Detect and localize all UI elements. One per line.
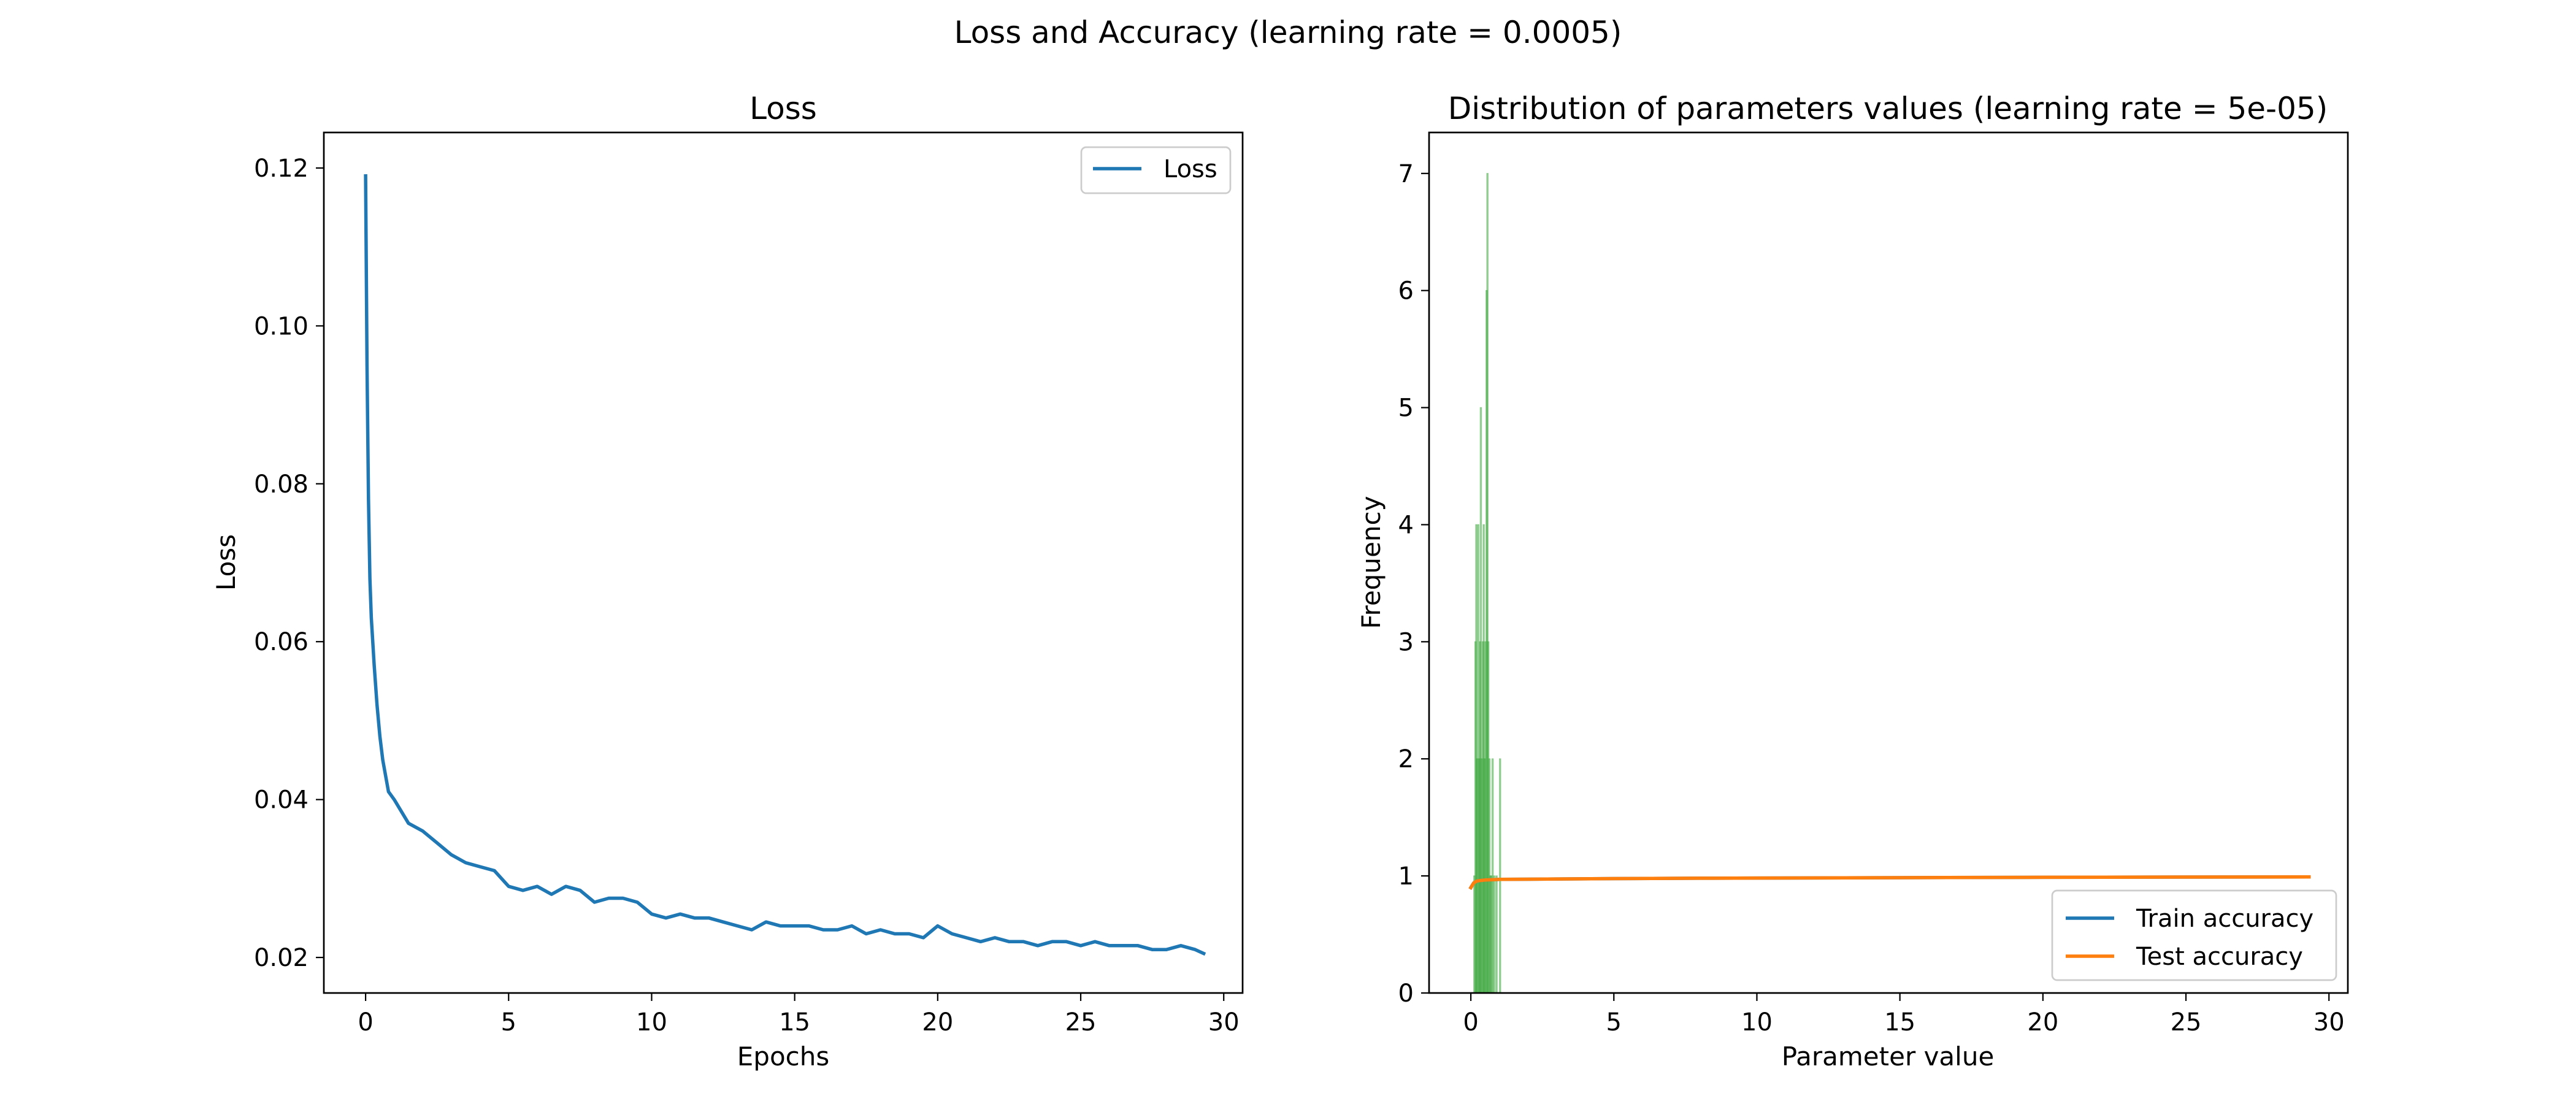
loss-plot-area — [364, 174, 1206, 956]
distribution-x-tick-label-15: 15 — [1884, 1008, 1915, 1037]
loss-y-tick-label-2: 0.06 — [254, 628, 309, 656]
histogram-bar-21 — [1495, 875, 1498, 994]
loss-x-tick-label-30: 30 — [1208, 1008, 1240, 1037]
loss-y-tick-label-3: 0.08 — [254, 470, 309, 499]
distribution-x-tick-label-25: 25 — [2171, 1008, 2202, 1037]
loss-legend: Loss — [1080, 146, 1232, 194]
loss-x-tick-label-0: 0 — [358, 1008, 373, 1037]
distribution-y-tick-label-0: 0 — [1398, 979, 1414, 1008]
loss-x-tick-label-20: 20 — [922, 1008, 953, 1037]
loss-y-ticks: 0.02 0.04 0.06 0.08 0.10 0.12 — [254, 155, 324, 972]
loss-x-tick-label-10: 10 — [636, 1008, 667, 1037]
loss-axes-title: Loss — [749, 91, 817, 126]
accuracy-legend-frame — [2051, 889, 2337, 981]
distribution-y-tick-label-7: 7 — [1398, 160, 1414, 188]
distribution-x-tick-label-0: 0 — [1463, 1008, 1478, 1037]
distribution-y-tick-label-5: 5 — [1398, 394, 1414, 423]
distribution-y-tick-label-1: 1 — [1398, 862, 1414, 891]
loss-y-tick-label-0: 0.02 — [254, 944, 309, 972]
distribution-series-line-test-accuracy — [1468, 875, 2311, 890]
distribution-y-tick-label-6: 6 — [1398, 277, 1414, 305]
distribution-y-tick-label-2: 2 — [1398, 745, 1414, 773]
loss-x-tick-label-15: 15 — [779, 1008, 810, 1037]
distribution-axes-frame — [1428, 131, 2349, 994]
distribution-x-tick-label-10: 10 — [1741, 1008, 1773, 1037]
distribution-x-ticks: 0 5 10 15 20 25 30 — [1463, 993, 2345, 1037]
distribution-y-tick-label-4: 4 — [1398, 511, 1414, 539]
distribution-plot-area — [1468, 173, 2311, 994]
loss-y-tick-label-1: 0.04 — [254, 786, 309, 815]
histogram-bar-19 — [1491, 758, 1494, 994]
loss-x-tick-label-5: 5 — [501, 1008, 516, 1037]
accuracy-legend: Train accuracy Test accuracy — [2051, 889, 2337, 981]
loss-legend-label: Loss — [1163, 155, 1217, 183]
loss-x-ticks: 0 5 10 15 20 25 30 — [358, 993, 1240, 1037]
test-accuracy-legend-label: Test accuracy — [2136, 943, 2303, 971]
histogram-bar-20 — [1493, 875, 1496, 994]
train-accuracy-legend-label: Train accuracy — [2136, 905, 2313, 933]
distribution-axes: Distribution of parameters values (learn… — [1356, 91, 2349, 1071]
distribution-y-tick-label-3: 3 — [1398, 628, 1414, 656]
loss-axes: Loss 0 5 10 15 20 25 30 0.020.040.060.080.100.… — [211, 91, 1244, 1071]
histogram-bar-22 — [1498, 758, 1501, 994]
distribution-y-ticks: 0 1 2 3 4 5 6 7 — [1398, 160, 1429, 1008]
loss-x-tick-label-25: 25 — [1065, 1008, 1097, 1037]
loss-x-axis-label: Epochs — [737, 1041, 830, 1071]
distribution-x-tick-label-30: 30 — [2313, 1008, 2345, 1037]
loss-series-line-loss — [364, 174, 1206, 956]
loss-y-axis-label: Loss — [211, 534, 241, 591]
figure-suptitle: Loss and Accuracy (learning rate = 0.000… — [954, 15, 1622, 50]
distribution-x-tick-label-5: 5 — [1606, 1008, 1622, 1037]
distribution-x-tick-label-20: 20 — [2027, 1008, 2058, 1037]
distribution-y-axis-label: Frequency — [1356, 496, 1386, 629]
loss-y-tick-label-4: 0.10 — [254, 312, 309, 340]
loss-y-tick-label-5: 0.12 — [254, 155, 309, 183]
loss-legend-frame — [1080, 146, 1232, 194]
distribution-axes-title: Distribution of parameters values (learn… — [1448, 91, 2328, 126]
loss-axes-frame — [323, 131, 1244, 994]
distribution-x-axis-label: Parameter value — [1782, 1041, 1995, 1071]
